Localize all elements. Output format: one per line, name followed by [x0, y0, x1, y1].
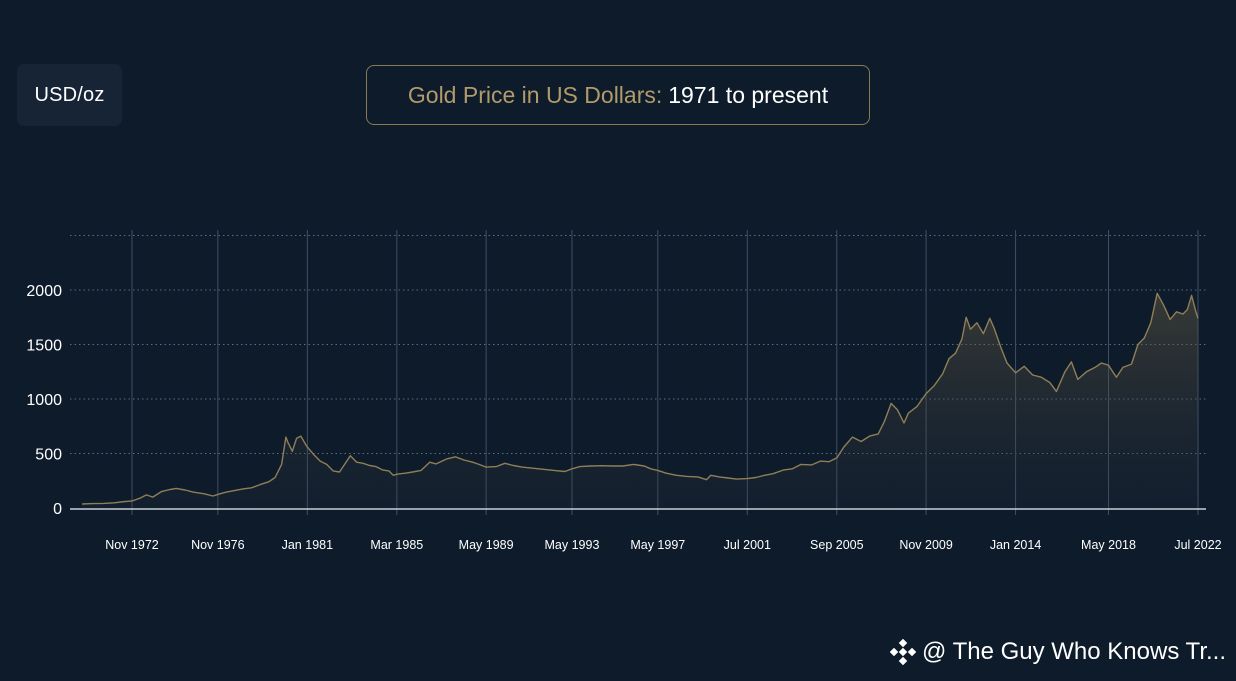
- y-axis-ticks: 0 500 1000 1500 2000: [26, 283, 62, 518]
- y-tick-label: 1500: [26, 338, 62, 355]
- x-tick-label: May 1997: [630, 538, 685, 552]
- y-tick-label: 500: [35, 447, 62, 464]
- x-tick-label: Nov 2009: [899, 538, 953, 552]
- series-line: [81, 292, 1199, 505]
- x-axis-ticks: Nov 1972 Nov 1976 Jan 1981 Mar 1985 May 1989…: [105, 538, 1221, 552]
- x-tick-label: Nov 1972: [105, 538, 159, 552]
- x-tick-label: Mar 1985: [370, 538, 423, 552]
- y-tick-label: 2000: [26, 283, 62, 300]
- x-tick-label: Jul 2022: [1174, 538, 1221, 552]
- unit-label: USD/oz: [17, 64, 122, 126]
- title-gold-part: Gold Price in US Dollars:: [407, 81, 663, 108]
- series-fill: [82, 293, 1198, 508]
- x-tick-label: Jul 2001: [724, 538, 771, 552]
- chart-title: Gold Price in US Dollars: 1971 to presen…: [366, 65, 870, 125]
- watermark-text: @ The Guy Who Knows Tr...: [921, 638, 1226, 665]
- x-tick-label: Nov 1976: [191, 538, 245, 552]
- watermark: @ The Guy Who Knows Tr...: [889, 638, 1226, 666]
- y-tick-label: 0: [53, 501, 62, 518]
- series-area: [81, 292, 1199, 508]
- x-tick-label: May 1989: [459, 538, 514, 552]
- x-tick-label: May 2018: [1081, 538, 1136, 552]
- title-white-part: 1971 to present: [668, 81, 829, 108]
- x-tick-label: Jan 2014: [990, 538, 1041, 552]
- x-tick-label: May 1993: [545, 538, 600, 552]
- binance-logo-icon: [889, 639, 916, 665]
- x-tick-label: Sep 2005: [810, 538, 864, 552]
- grid: [70, 230, 1206, 515]
- y-tick-label: 1000: [26, 392, 62, 409]
- x-tick-label: Jan 1981: [282, 538, 333, 552]
